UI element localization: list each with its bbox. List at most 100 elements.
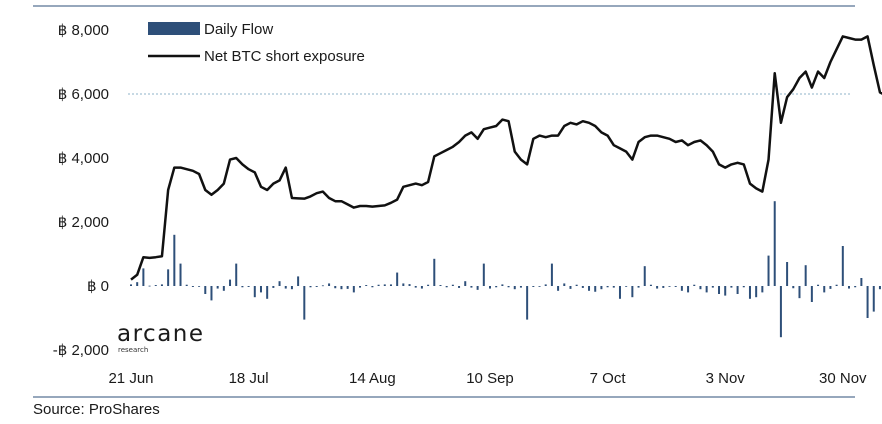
source-note: Source: ProShares bbox=[33, 401, 160, 418]
daily-flow-bar bbox=[823, 286, 826, 293]
x-tick-label: 7 Oct bbox=[590, 370, 627, 387]
daily-flow-bar bbox=[779, 286, 782, 338]
daily-flow-bar bbox=[526, 286, 529, 320]
daily-flow-bar bbox=[606, 286, 609, 288]
daily-flow-bar bbox=[594, 286, 597, 292]
daily-flow-bar bbox=[656, 286, 659, 289]
daily-flow-bar bbox=[649, 284, 652, 286]
daily-flow-bar bbox=[241, 286, 244, 288]
y-tick-label: ฿ 2,000 bbox=[58, 214, 109, 231]
daily-flow-bar bbox=[792, 286, 795, 289]
legend-bar-swatch bbox=[148, 22, 200, 35]
daily-flow-bar bbox=[848, 286, 850, 289]
daily-flow-bar bbox=[495, 286, 498, 288]
daily-flow-bar bbox=[878, 286, 881, 290]
daily-flow-bar bbox=[464, 281, 467, 286]
daily-flow-bar bbox=[408, 284, 411, 286]
daily-flow-bar bbox=[359, 286, 362, 288]
daily-flow-bar bbox=[160, 284, 163, 286]
daily-flow-bar bbox=[550, 263, 553, 286]
daily-flow-bar bbox=[643, 266, 646, 286]
daily-flow-bar bbox=[581, 286, 584, 288]
x-tick-label: 14 Aug bbox=[349, 370, 396, 387]
logo-wordmark: arcane bbox=[117, 321, 205, 347]
daily-flow-bar bbox=[662, 286, 665, 288]
daily-flow-bar bbox=[532, 286, 535, 287]
daily-flow-bar bbox=[427, 284, 430, 286]
x-tick-label: 3 Nov bbox=[706, 370, 746, 387]
daily-flow-bar bbox=[798, 286, 801, 299]
daily-flow-bar bbox=[235, 263, 238, 286]
daily-flow-bar bbox=[817, 284, 820, 286]
daily-flow-bar bbox=[303, 286, 306, 320]
daily-flow-bar bbox=[229, 279, 232, 286]
daily-flow-bar bbox=[451, 284, 454, 286]
legend-line-label: Net BTC short exposure bbox=[204, 48, 365, 65]
daily-flow-bar bbox=[420, 286, 423, 289]
daily-flow-bar bbox=[216, 286, 219, 289]
daily-flow-bar bbox=[625, 286, 628, 287]
daily-flow-bar bbox=[278, 281, 281, 286]
daily-flow-bar bbox=[309, 286, 312, 288]
daily-flow-bar bbox=[154, 285, 157, 286]
daily-flow-bar bbox=[612, 286, 615, 288]
daily-flow-bar bbox=[699, 286, 702, 290]
daily-flow-bar bbox=[365, 285, 368, 286]
y-axis-ticks: -฿ 2,000 ฿ 0 ฿ 2,000 ฿ 4,000 ฿ 6,000 ฿ 8,000 bbox=[53, 22, 109, 359]
x-tick-label: 10 Sep bbox=[466, 370, 514, 387]
daily-flow-bar bbox=[841, 246, 844, 286]
y-tick-label: ฿ 6,000 bbox=[58, 86, 109, 103]
daily-flow-bar bbox=[575, 284, 578, 286]
daily-flow-bar bbox=[445, 286, 448, 288]
daily-flow-bar bbox=[507, 286, 510, 288]
daily-flow-bar bbox=[272, 286, 275, 288]
daily-flow-bar bbox=[513, 286, 516, 290]
y-tick-label: -฿ 2,000 bbox=[53, 342, 109, 359]
daily-flow-bar bbox=[718, 286, 721, 294]
daily-flow-bar bbox=[773, 201, 776, 286]
daily-flow-bar bbox=[210, 286, 213, 301]
daily-flow-bar bbox=[501, 284, 504, 286]
y-tick-label: ฿ 4,000 bbox=[58, 150, 109, 167]
daily-flow-bar bbox=[519, 286, 522, 288]
daily-flow-bar bbox=[476, 286, 479, 290]
daily-flow-bar bbox=[724, 286, 727, 296]
daily-flow-bar bbox=[148, 285, 151, 287]
daily-flow-bar bbox=[321, 285, 324, 287]
arcane-logo: arcane research bbox=[117, 321, 205, 355]
daily-flow-bar bbox=[618, 286, 621, 299]
daily-flow-bar bbox=[402, 283, 405, 286]
daily-flow-bar bbox=[829, 286, 832, 289]
daily-flow-bar bbox=[377, 284, 380, 286]
legend-bar-label: Daily Flow bbox=[204, 21, 273, 38]
daily-flow-bar bbox=[222, 286, 225, 291]
daily-flow-bar bbox=[711, 286, 714, 288]
daily-flow-bar bbox=[872, 286, 875, 312]
daily-flow-bar bbox=[191, 286, 194, 287]
daily-flow-bar bbox=[482, 263, 485, 286]
daily-flow-bar bbox=[544, 284, 547, 286]
daily-flow-bar bbox=[835, 284, 838, 286]
daily-flow-bar bbox=[284, 286, 287, 289]
y-tick-label: ฿ 0 bbox=[87, 278, 109, 295]
daily-flow-bar bbox=[687, 286, 690, 293]
daily-flow-bar bbox=[328, 283, 331, 286]
daily-flow-bar bbox=[860, 278, 863, 286]
daily-flow-bar bbox=[136, 282, 139, 286]
daily-flow-bar bbox=[538, 286, 541, 287]
daily-flow-bar bbox=[730, 286, 733, 288]
daily-flow-bar bbox=[334, 286, 337, 289]
daily-flow-bar bbox=[315, 286, 318, 287]
daily-flow-bar bbox=[755, 286, 758, 298]
x-tick-label: 21 Jun bbox=[108, 370, 153, 387]
x-tick-label: 18 Jul bbox=[229, 370, 269, 387]
legend: Daily Flow Net BTC short exposure bbox=[148, 21, 365, 65]
daily-flow-bar bbox=[389, 284, 392, 286]
daily-flow-bar bbox=[470, 286, 473, 288]
daily-flow-bar bbox=[637, 286, 640, 288]
logo-subtitle: research bbox=[118, 346, 149, 354]
daily-flow-bar bbox=[290, 286, 293, 290]
daily-flow-bar bbox=[588, 286, 591, 291]
daily-flow-bar bbox=[167, 269, 170, 286]
